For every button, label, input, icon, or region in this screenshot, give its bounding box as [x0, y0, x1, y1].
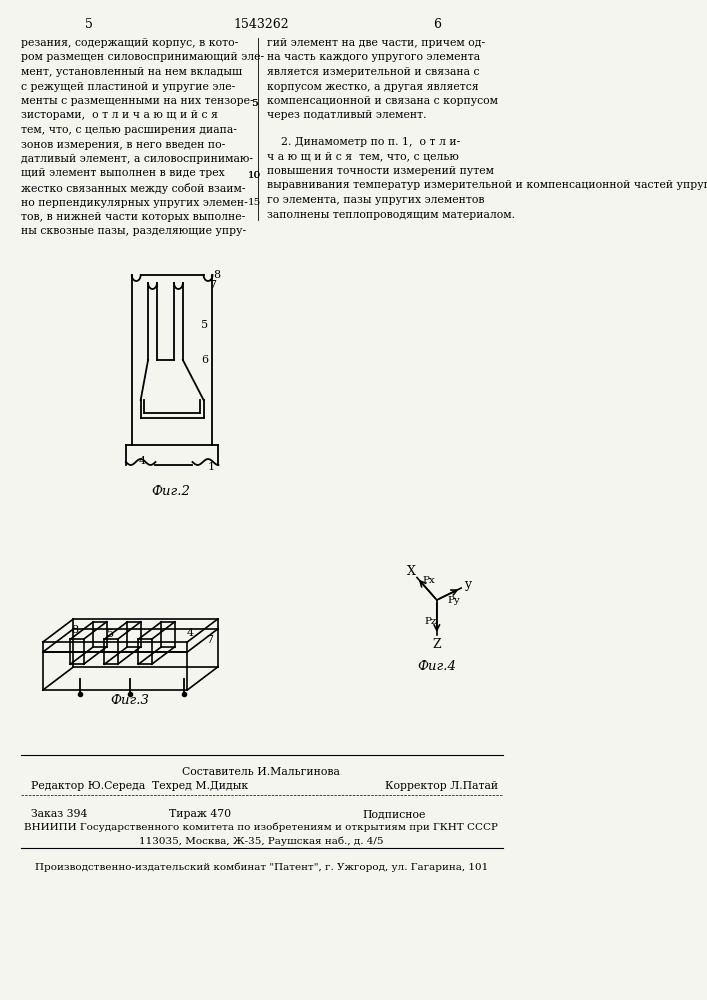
- Text: мент, установленный на нем вкладыш: мент, установленный на нем вкладыш: [21, 67, 242, 77]
- Text: через податливый элемент.: через податливый элемент.: [267, 110, 426, 120]
- Text: 10: 10: [247, 172, 261, 180]
- Text: Составитель И.Мальгинова: Составитель И.Мальгинова: [182, 767, 340, 777]
- Text: Фиг.4: Фиг.4: [417, 660, 456, 673]
- Text: щий элемент выполнен в виде трех: щий элемент выполнен в виде трех: [21, 168, 225, 178]
- Text: Py: Py: [447, 596, 460, 605]
- Text: ВНИИПИ Государственного комитета по изобретениям и открытиям при ГКНТ СССР: ВНИИПИ Государственного комитета по изоб…: [25, 823, 498, 832]
- Text: 5: 5: [250, 99, 257, 108]
- Text: Фиг.3: Фиг.3: [110, 694, 149, 707]
- Text: го элемента, пазы упругих элементов: го элемента, пазы упругих элементов: [267, 195, 484, 205]
- Text: жестко связанных между собой взаим-: жестко связанных между собой взаим-: [21, 183, 245, 194]
- Text: Z: Z: [433, 639, 441, 652]
- Text: 7: 7: [209, 280, 216, 290]
- Text: заполнены теплопроводящим материалом.: заполнены теплопроводящим материалом.: [267, 210, 515, 220]
- Text: 6: 6: [433, 18, 440, 31]
- Text: Pz: Pz: [425, 616, 437, 626]
- Text: 7: 7: [206, 635, 214, 645]
- Text: ром размещен силовоспринимающий эле-: ром размещен силовоспринимающий эле-: [21, 52, 264, 62]
- Text: Производственно-издательский комбинат "Патент", г. Ужгород, ул. Гагарина, 101: Производственно-издательский комбинат "П…: [35, 862, 488, 871]
- Text: 5: 5: [107, 629, 115, 639]
- Text: Тираж 470: Тираж 470: [169, 809, 231, 819]
- Text: y: y: [464, 578, 472, 591]
- Text: Техред М.Дидык: Техред М.Дидык: [152, 781, 248, 791]
- Text: 1543262: 1543262: [233, 18, 289, 31]
- Text: 113035, Москва, Ж-35, Раушская наб., д. 4/5: 113035, Москва, Ж-35, Раушская наб., д. …: [139, 836, 384, 846]
- Text: X: X: [407, 565, 416, 578]
- Text: компенсационной и связана с корпусом: компенсационной и связана с корпусом: [267, 96, 498, 106]
- Text: 10: 10: [247, 172, 261, 180]
- Text: ч а ю щ и й с я  тем, что, с целью: ч а ю щ и й с я тем, что, с целью: [267, 151, 458, 161]
- Text: 5: 5: [201, 320, 209, 330]
- Text: 8: 8: [214, 270, 221, 280]
- Text: является измерительной и связана с: является измерительной и связана с: [267, 67, 479, 77]
- Text: Редактор Ю.Середа: Редактор Ю.Середа: [31, 781, 146, 791]
- Text: ны сквозные пазы, разделяющие упру-: ны сквозные пазы, разделяющие упру-: [21, 227, 246, 236]
- Text: Фиг.2: Фиг.2: [151, 485, 189, 498]
- Text: менты с размещенными на них тензоре-: менты с размещенными на них тензоре-: [21, 96, 253, 106]
- Text: тов, в нижней части которых выполне-: тов, в нижней части которых выполне-: [21, 212, 245, 222]
- Text: зисторами,  о т л и ч а ю щ и й с я: зисторами, о т л и ч а ю щ и й с я: [21, 110, 218, 120]
- Text: Корректор Л.Патай: Корректор Л.Патай: [385, 781, 498, 791]
- Text: резания, содержащий корпус, в кото-: резания, содержащий корпус, в кото-: [21, 38, 238, 48]
- Text: 5: 5: [85, 18, 93, 31]
- Text: 5: 5: [250, 99, 257, 108]
- Text: 4: 4: [187, 628, 194, 638]
- Text: зонов измерения, в него введен по-: зонов измерения, в него введен по-: [21, 139, 225, 149]
- Text: корпусом жестко, а другая является: корпусом жестко, а другая является: [267, 82, 478, 92]
- Text: датливый элемент, а силовоспринимаю-: датливый элемент, а силовоспринимаю-: [21, 154, 252, 164]
- Text: повышения точности измерений путем: повышения точности измерений путем: [267, 166, 493, 176]
- Text: выравнивания температур измерительной и компенсационной частей упруго-: выравнивания температур измерительной и …: [267, 180, 707, 190]
- Text: на часть каждого упругого элемента: на часть каждого упругого элемента: [267, 52, 479, 62]
- Text: но перпендикулярных упругих элемен-: но перпендикулярных упругих элемен-: [21, 198, 247, 208]
- Text: 6: 6: [201, 355, 209, 365]
- Text: гий элемент на две части, причем од-: гий элемент на две части, причем од-: [267, 38, 485, 48]
- Text: Px: Px: [422, 576, 435, 585]
- Text: 2. Динамометр по п. 1,  о т л и-: 2. Динамометр по п. 1, о т л и-: [267, 137, 460, 147]
- Text: Заказ 394: Заказ 394: [31, 809, 88, 819]
- Text: 1: 1: [207, 462, 214, 472]
- Text: 4: 4: [139, 456, 146, 466]
- Text: тем, что, с целью расширения диапа-: тем, что, с целью расширения диапа-: [21, 125, 237, 135]
- Text: Подписное: Подписное: [363, 809, 426, 819]
- Text: 8: 8: [71, 625, 78, 635]
- Text: 15: 15: [247, 198, 261, 207]
- Text: с режущей пластиной и упругие эле-: с режущей пластиной и упругие эле-: [21, 82, 235, 92]
